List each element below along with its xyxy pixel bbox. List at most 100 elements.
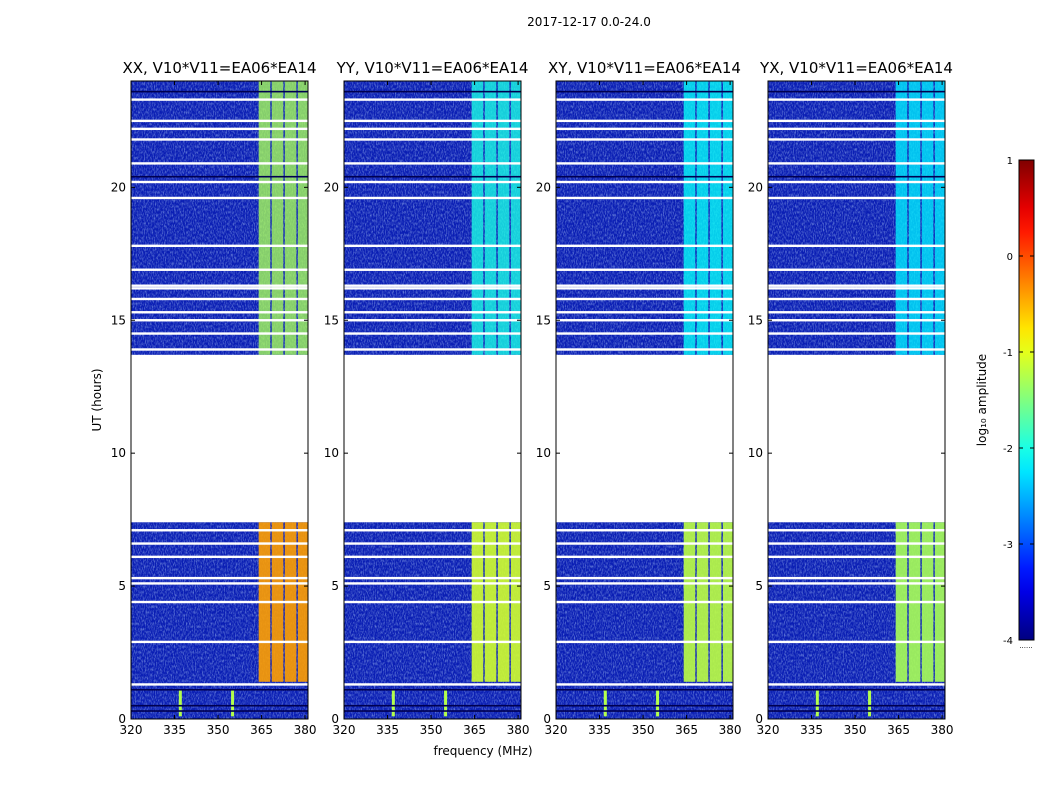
rfi-spot <box>603 689 607 717</box>
flagged-row <box>556 683 733 686</box>
x-tick-label: 365 <box>675 723 698 737</box>
flagged-row <box>556 576 733 580</box>
flagged-row <box>344 268 521 271</box>
panel-xy: XY, V10*V11=EA06*EA14 320 335 350 365 380 0 5 10… <box>536 59 742 737</box>
x-tick-label: 320 <box>333 723 356 737</box>
flagged-row <box>344 297 521 301</box>
flagged-row <box>344 162 521 165</box>
panel-yx: YX, V10*V11=EA06*EA14 320 335 350 365 380 0 5 10… <box>748 59 954 737</box>
rfi-spot <box>391 689 395 717</box>
band-channel <box>722 81 733 355</box>
flagged-row <box>768 284 945 287</box>
x-tick-label: 335 <box>376 723 399 737</box>
rfi-spot <box>231 689 235 717</box>
flagged-row <box>344 127 521 131</box>
y-tick-label: 15 <box>536 313 551 327</box>
x-tick-label: 335 <box>588 723 611 737</box>
colorbar-tick-label: -2 <box>1003 444 1013 455</box>
dark-row <box>131 688 308 691</box>
flagged-row <box>768 348 945 351</box>
flagged-row <box>768 180 945 184</box>
flagged-row <box>131 600 308 604</box>
y-tick-label: 0 <box>543 712 551 726</box>
x-tick-label: 320 <box>120 723 143 737</box>
dark-row <box>131 710 308 712</box>
flagged-row <box>768 138 945 141</box>
y-tick-label: 5 <box>755 579 763 593</box>
colorbar-tick-label: -3 <box>1003 540 1013 551</box>
flagged-row <box>131 98 308 101</box>
flagged-row <box>344 311 521 314</box>
y-tick-label: 0 <box>118 712 126 726</box>
y-tick-label: 10 <box>748 446 763 460</box>
flagged-row <box>131 555 308 559</box>
x-tick-label: 320 <box>545 723 568 737</box>
y-tick-label: 0 <box>331 712 339 726</box>
band-channel <box>297 81 308 355</box>
flagged-row <box>768 640 945 644</box>
band-channel <box>471 81 484 355</box>
flagged-row <box>768 683 945 686</box>
colorbar-under-marker: ...... <box>1019 642 1032 650</box>
flagged-row <box>556 119 733 123</box>
y-tick-label: 5 <box>331 579 339 593</box>
flagged-row <box>344 529 521 532</box>
flagged-row <box>556 180 733 184</box>
flagged-row <box>768 196 945 200</box>
x-tick-label: 380 <box>719 723 742 737</box>
flagged-row <box>344 683 521 686</box>
rfi-spot <box>656 689 660 717</box>
flagged-row <box>556 196 733 200</box>
flagged-row <box>556 268 733 271</box>
x-tick-label: 365 <box>463 723 486 737</box>
y-tick-label: 0 <box>755 712 763 726</box>
flagged-row <box>344 640 521 644</box>
panel-title: XX, V10*V11=EA06*EA14 <box>122 59 316 77</box>
dark-row <box>344 688 521 691</box>
flagged-row <box>131 348 308 351</box>
flagged-row <box>131 576 308 580</box>
flagged-row <box>344 244 521 248</box>
flagged-row <box>131 311 308 314</box>
y-tick-label: 15 <box>111 313 126 327</box>
colorbar-tick-label: 0 <box>1007 252 1013 263</box>
flagged-row <box>556 542 733 545</box>
colorbar-tick-label: 1 <box>1007 156 1013 167</box>
dark-row <box>768 704 945 707</box>
dark-row <box>556 175 733 178</box>
flagged-row <box>768 244 945 248</box>
dark-row <box>556 688 733 691</box>
dark-row <box>768 90 945 93</box>
band-channel <box>683 81 696 355</box>
flagged-row <box>131 319 308 322</box>
flagged-row <box>556 555 733 559</box>
dark-row <box>344 704 521 707</box>
flagged-row <box>768 600 945 604</box>
flagged-row <box>131 138 308 141</box>
panel-xx: XX, V10*V11=EA06*EA14 320 335 350 365 380 0 5 10… <box>90 59 317 737</box>
band-channel <box>934 81 945 355</box>
dark-row <box>556 704 733 707</box>
flagged-row <box>768 529 945 532</box>
flagged-row <box>768 576 945 580</box>
flagged-row <box>344 196 521 200</box>
dark-row <box>131 704 308 707</box>
flagged-row <box>131 529 308 532</box>
band-channel <box>258 81 271 355</box>
y-tick-label: 5 <box>543 579 551 593</box>
dark-row <box>768 710 945 712</box>
x-tick-label: 350 <box>632 723 655 737</box>
flagged-row <box>131 180 308 184</box>
flagged-row <box>556 640 733 644</box>
axes-frame <box>130 80 309 720</box>
y-tick-label: 15 <box>748 313 763 327</box>
flagged-row <box>768 297 945 301</box>
band-channel <box>709 81 722 355</box>
rfi-spot <box>178 689 182 717</box>
colorbar-label: log₁₀ amplitude <box>975 354 989 446</box>
flagged-row <box>556 138 733 141</box>
flagged-row <box>344 600 521 604</box>
x-tick-label: 380 <box>294 723 317 737</box>
flagged-row <box>556 287 733 290</box>
